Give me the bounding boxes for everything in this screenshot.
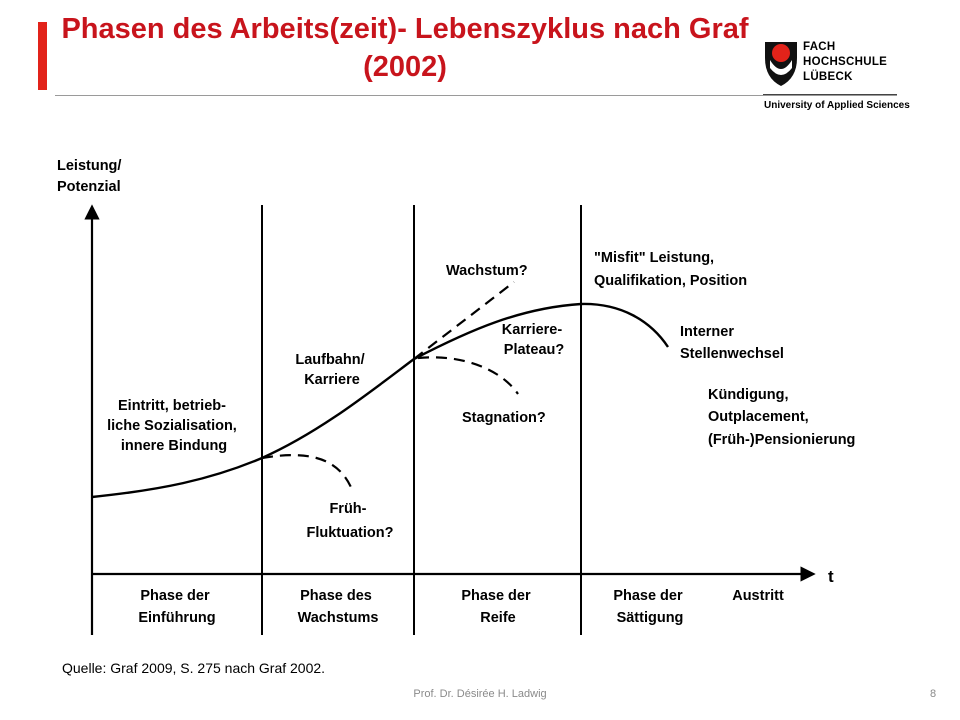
phase-1-line-2: Einführung xyxy=(138,610,215,626)
entry-line-2: liche Sozialisation, xyxy=(107,418,237,434)
plateau-line-1: Karriere- xyxy=(502,322,563,338)
title-divider xyxy=(55,95,897,96)
phase-3-line-1: Phase der xyxy=(461,588,531,604)
logo-subtitle: University of Applied Sciences xyxy=(764,100,910,111)
stagnation-branch xyxy=(417,356,519,395)
entry-line-1: Eintritt, betrieb- xyxy=(118,398,226,414)
y-axis-label-line-2: Potenzial xyxy=(57,179,121,195)
phase-2-line-1: Phase des xyxy=(300,588,372,604)
early-fluctuation-annotation: Früh- Fluktuation? xyxy=(307,501,394,541)
exit-options-line-2: Outplacement, xyxy=(708,409,809,425)
early-fluctuation-line-1: Früh- xyxy=(329,501,366,517)
phase-label-growth: Phase des Wachstums xyxy=(298,588,379,626)
phase-3-line-2: Reife xyxy=(480,610,515,626)
accent-bar xyxy=(38,22,47,90)
phase-label-saturation: Phase der Sättigung xyxy=(613,588,686,626)
internal-change-annotation: Interner Stellenwechsel xyxy=(680,324,784,362)
phase-1-line-1: Phase der xyxy=(140,588,210,604)
logo-line-1: FACH xyxy=(803,41,836,53)
footer-author: Prof. Dr. Désirée H. Ladwig xyxy=(413,688,547,700)
lifecycle-diagram: Leistung/ Potenzial t Eintritt, betrieb-… xyxy=(57,158,855,635)
y-axis-label: Leistung/ Potenzial xyxy=(57,158,125,195)
misfit-annotation: "Misfit" Leistung, Qualifikation, Positi… xyxy=(594,250,747,289)
exit-options-line-3: (Früh-)Pensionierung xyxy=(708,432,855,448)
y-axis-label-line-1: Leistung/ xyxy=(57,158,121,174)
exit-options-line-1: Kündigung, xyxy=(708,387,789,403)
phase-2-line-2: Wachstums xyxy=(298,610,379,626)
phase-4-line-1: Phase der xyxy=(613,588,683,604)
logo-divider xyxy=(763,94,897,95)
growth-branch xyxy=(413,281,515,360)
early-fluctuation-branch xyxy=(261,454,355,493)
growth-annotation: Wachstum? xyxy=(446,263,528,279)
plateau-line-2: Plateau? xyxy=(504,342,565,358)
stagnation-annotation: Stagnation? xyxy=(462,410,546,426)
page-number: 8 xyxy=(930,688,937,700)
performance-curve xyxy=(91,302,669,499)
logo-emblem-icon xyxy=(765,42,797,86)
internal-change-line-1: Interner xyxy=(680,324,734,340)
career-line-1: Laufbahn/ xyxy=(295,352,364,368)
phase-label-exit: Austritt xyxy=(732,588,784,604)
entry-annotation: Eintritt, betrieb- liche Sozialisation, … xyxy=(107,398,241,454)
early-fluctuation-line-2: Fluktuation? xyxy=(307,525,394,541)
career-annotation: Laufbahn/ Karriere xyxy=(295,352,368,388)
source-citation: Quelle: Graf 2009, S. 275 nach Graf 2002… xyxy=(62,660,326,676)
logo-line-2: HOCHSCHULE xyxy=(803,56,888,68)
entry-line-3: innere Bindung xyxy=(121,438,227,454)
plateau-annotation: Karriere- Plateau? xyxy=(502,322,566,358)
phase-4-line-2: Sättigung xyxy=(617,610,684,626)
phase-label-maturity: Phase der Reife xyxy=(461,588,534,626)
misfit-line-1: "Misfit" Leistung, xyxy=(594,250,714,266)
logo-line-3: LÜBECK xyxy=(803,71,853,83)
internal-change-line-2: Stellenwechsel xyxy=(680,346,784,362)
x-axis-label: t xyxy=(828,567,834,586)
exit-options-annotation: Kündigung, Outplacement, (Früh-)Pensioni… xyxy=(708,387,855,448)
slide-title: Phasen des Arbeits(zeit)- Lebenszyklus n… xyxy=(61,13,749,83)
logo-wordmark: FACH HOCHSCHULE LÜBECK xyxy=(803,40,887,85)
university-logo: FACH HOCHSCHULE LÜBECK University of App… xyxy=(763,38,910,118)
career-line-2: Karriere xyxy=(304,372,360,388)
phase-label-intro: Phase der Einführung xyxy=(138,588,215,626)
misfit-line-2: Qualifikation, Position xyxy=(594,273,747,289)
